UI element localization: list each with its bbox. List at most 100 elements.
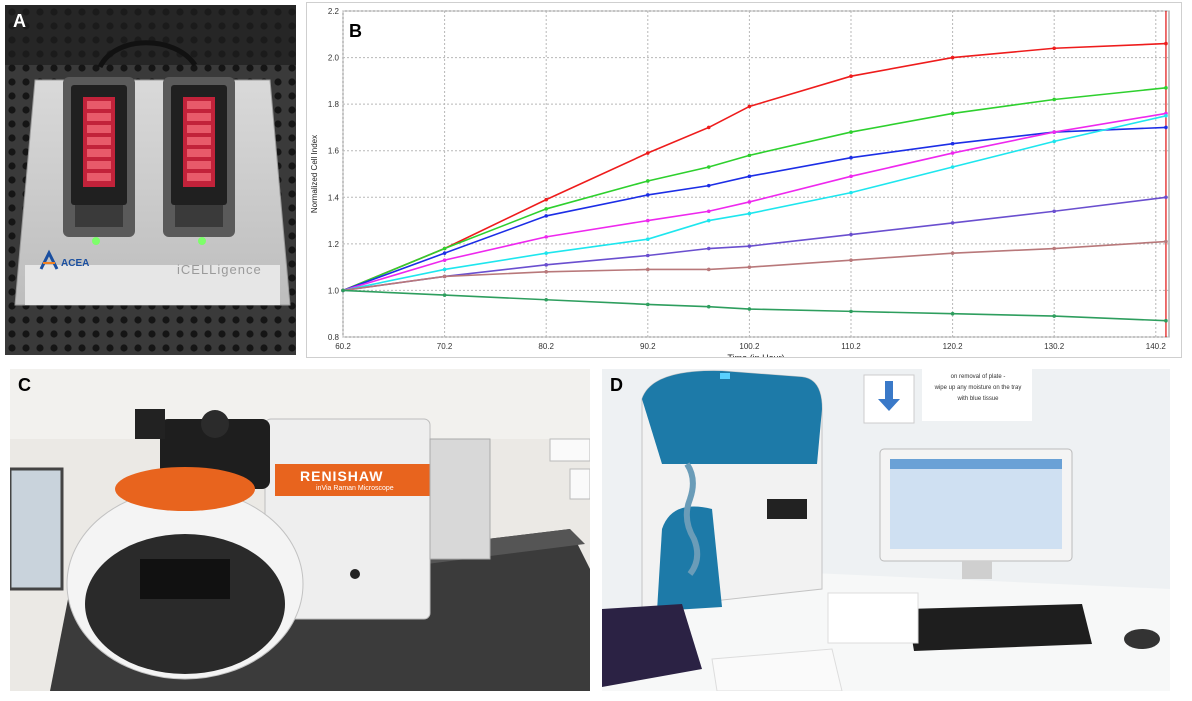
series-point: [747, 153, 752, 158]
x-tick-label: 120.2: [943, 342, 964, 351]
series-point: [849, 74, 853, 78]
y-tick-label: 1.8: [328, 100, 340, 109]
panel-a-label: A: [13, 11, 26, 31]
series-point: [1052, 209, 1056, 214]
panel-a-photo: A ACEA iCELLigence: [5, 5, 296, 355]
series-point: [1052, 139, 1056, 144]
y-tick-label: 1.4: [328, 193, 340, 202]
x-tick-label: 130.2: [1044, 342, 1065, 351]
series-point: [747, 244, 752, 248]
series-point: [849, 309, 853, 314]
series-point: [950, 151, 955, 155]
x-tick-label: 80.2: [538, 342, 554, 351]
y-tick-label: 2.2: [328, 7, 340, 16]
series-point: [442, 293, 447, 297]
series-point: [950, 221, 955, 225]
series-point: [747, 104, 752, 109]
series-point: [849, 258, 853, 262]
series-point: [544, 214, 548, 218]
series-point: [544, 251, 548, 255]
x-tick-label: 70.2: [437, 342, 453, 351]
x-tick-label: 90.2: [640, 342, 656, 351]
panel-d-label: D: [610, 375, 623, 395]
panel-b-chart: 60.2 70.2 80.2 90.2 100.2 110.2 120.2 130.2 140.…: [306, 2, 1182, 358]
seahorse-analyzer-illustration: [602, 369, 1170, 691]
icelligence-device-illustration: [5, 5, 296, 355]
series-point: [950, 311, 955, 316]
wall-instruction-poster: on removal of plate - wipe up any moistu…: [924, 372, 1032, 405]
series-point: [1164, 86, 1168, 90]
panel-b-label: B: [349, 21, 362, 41]
series-line-1: [342, 42, 1166, 292]
series-point: [747, 265, 752, 269]
raman-microscope-illustration: [10, 369, 590, 691]
series-point: [950, 111, 955, 116]
series-point: [645, 302, 650, 307]
series-point: [1164, 195, 1168, 200]
series-point: [1052, 246, 1056, 251]
series-line-5: [342, 115, 1167, 292]
series-point: [544, 235, 548, 239]
series-point: [1164, 239, 1168, 244]
series-point: [747, 200, 752, 204]
y-axis-label: Normalized Cell Index: [310, 135, 319, 213]
series-line-4: [342, 112, 1167, 292]
series-line-6: [342, 196, 1167, 292]
poster-line: wipe up any moisture on the tray: [934, 385, 1022, 391]
panel-d-photo: D on removal of plate - wipe up any mois…: [602, 369, 1170, 691]
series-point: [1164, 125, 1168, 130]
series-line-8: [342, 289, 1166, 322]
series-point: [1052, 314, 1056, 318]
poster-line: with blue tissue: [957, 396, 999, 402]
series-point: [849, 130, 853, 134]
x-tick-label: 60.2: [335, 342, 351, 351]
series-point: [645, 179, 650, 183]
series-point: [950, 55, 955, 60]
series-point: [747, 211, 752, 216]
series-point: [706, 246, 711, 251]
series-point: [645, 253, 650, 258]
y-tick-label: 0.8: [328, 333, 340, 342]
series-line-2: [342, 87, 1167, 292]
series-point: [442, 251, 447, 255]
series-point: [706, 218, 711, 223]
series-point: [442, 274, 447, 279]
series-point: [706, 165, 711, 169]
series-line-3: [342, 126, 1166, 292]
series-point: [706, 209, 711, 214]
series-point: [645, 193, 650, 197]
series-point: [341, 288, 345, 293]
panel-c-label: C: [18, 375, 31, 395]
series-point: [849, 190, 853, 195]
series-point: [849, 174, 853, 179]
series-point: [442, 246, 447, 251]
series-point: [645, 267, 650, 272]
panel-c-photo: C RENISHAW inVia Raman Microscope: [10, 369, 590, 691]
series-point: [849, 232, 853, 237]
series-point: [544, 207, 548, 211]
series-point: [645, 237, 650, 241]
series-point: [544, 297, 548, 302]
series-point: [544, 270, 548, 274]
y-tick-label: 2.0: [328, 54, 340, 63]
series-point: [645, 218, 650, 223]
renishaw-sub-text: inVia Raman Microscope: [316, 485, 394, 492]
series-point: [1164, 41, 1168, 46]
series-point: [747, 307, 752, 311]
series-point: [544, 197, 548, 202]
series-point: [442, 267, 447, 272]
y-tick-label: 1.2: [328, 240, 340, 249]
series-point: [1052, 46, 1056, 51]
x-tick-label: 110.2: [841, 342, 861, 351]
series-point: [950, 165, 955, 169]
series-point: [1164, 318, 1168, 323]
y-tick-label: 1.6: [328, 147, 340, 156]
series-point: [950, 141, 955, 146]
series-point: [1052, 97, 1056, 102]
icelligence-device-name: iCELLigence: [177, 262, 262, 277]
poster-line: on removal of plate -: [950, 374, 1006, 380]
series-point: [706, 183, 711, 188]
series-point: [1164, 113, 1168, 118]
series-point: [706, 267, 711, 272]
series-point: [950, 251, 955, 255]
